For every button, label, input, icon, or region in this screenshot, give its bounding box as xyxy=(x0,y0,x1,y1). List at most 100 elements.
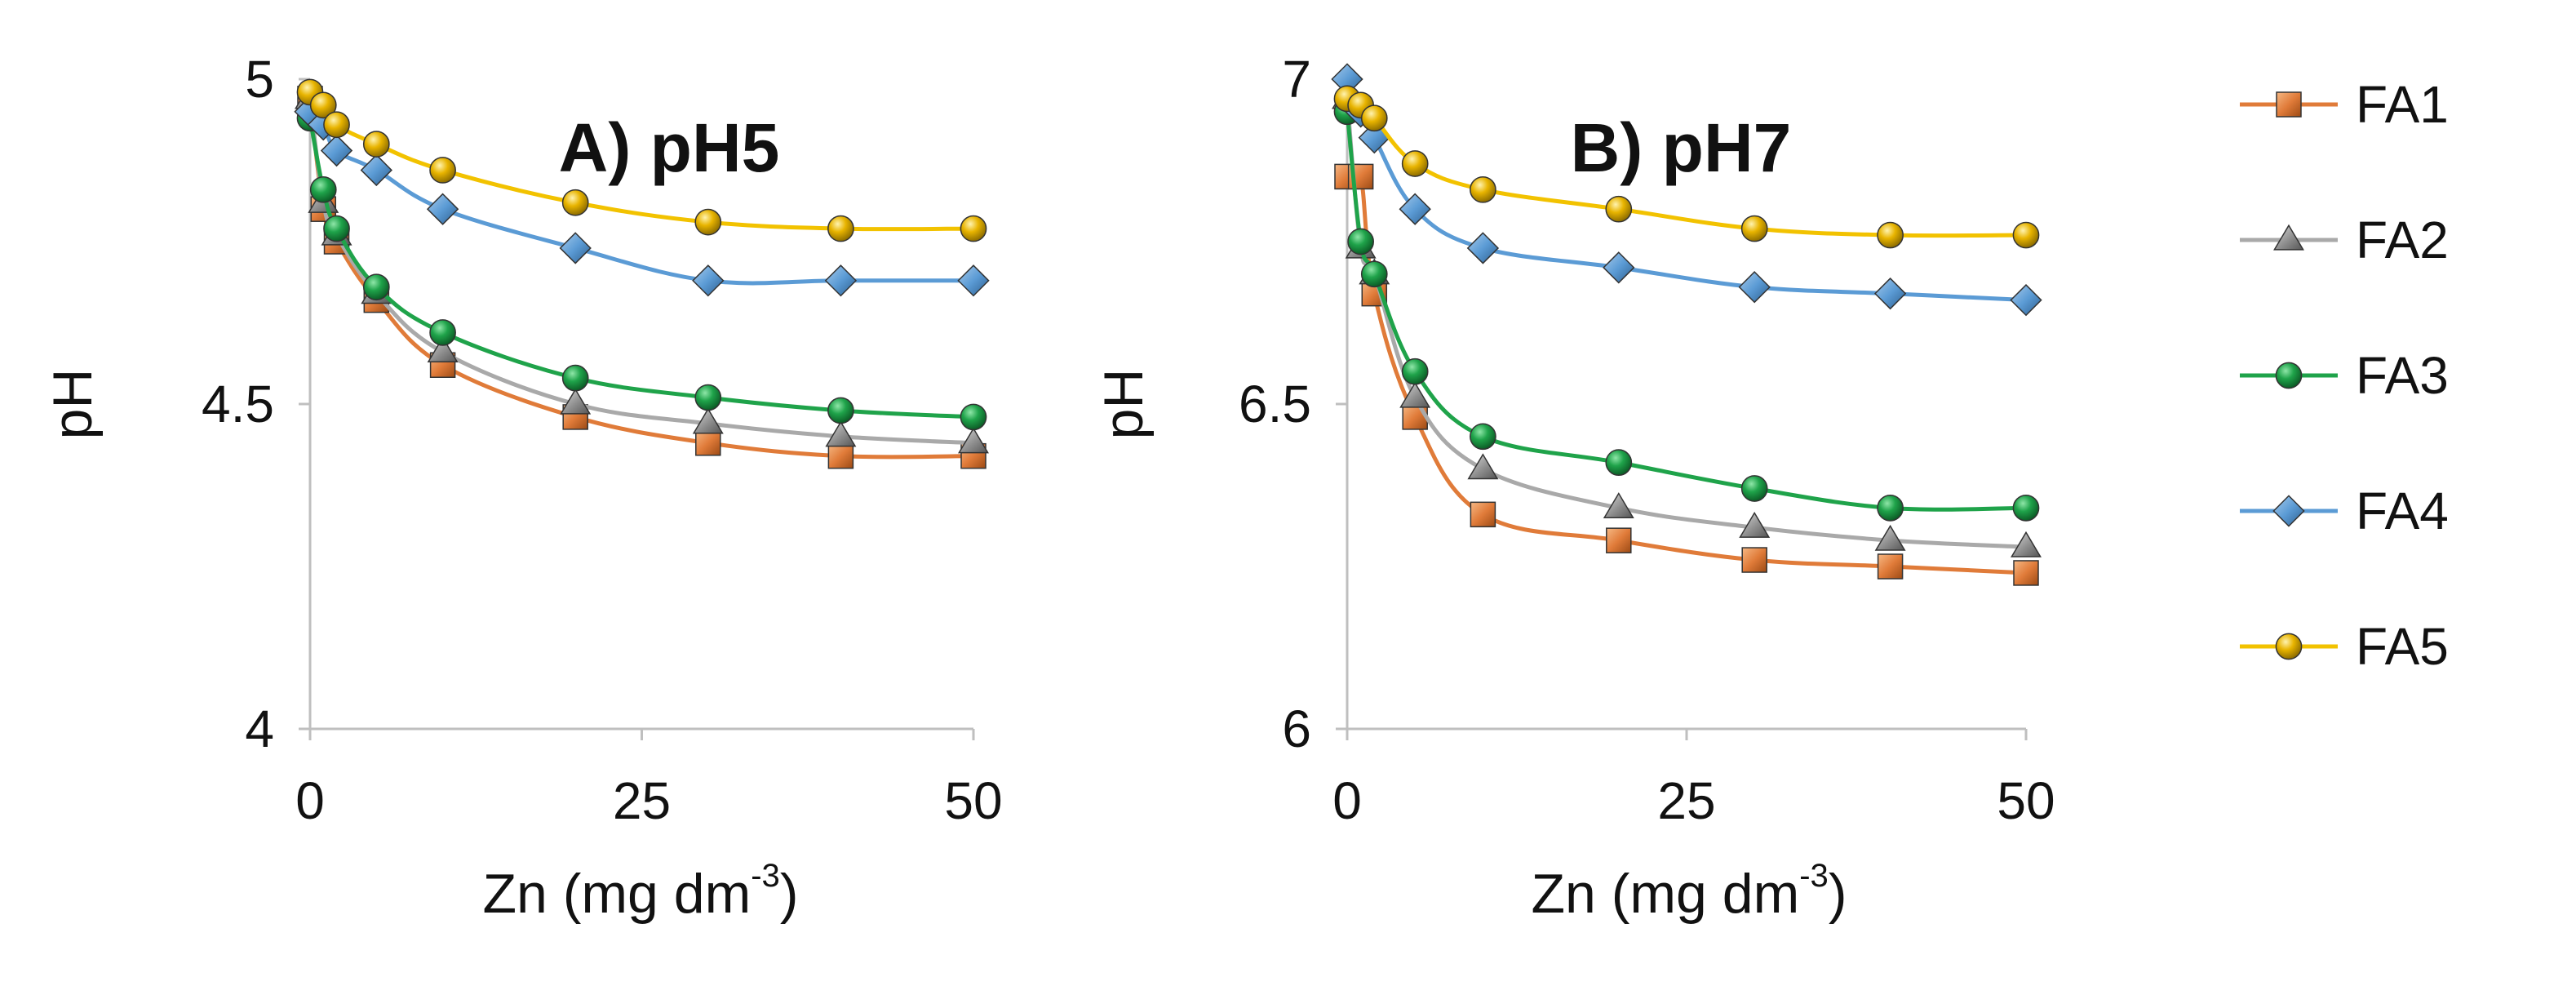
series-fa3 xyxy=(1333,98,2040,522)
x-axis-label: Zn (mg dm-3) xyxy=(483,858,799,925)
data-point xyxy=(1740,475,1768,502)
x-tick-label: 25 xyxy=(1657,771,1715,830)
legend-item-fa1: FA1 xyxy=(2240,75,2449,134)
y-tick-label: 4.5 xyxy=(202,375,274,433)
data-point xyxy=(1605,195,1633,223)
data-point xyxy=(695,430,721,456)
data-point xyxy=(957,264,990,297)
series-line xyxy=(308,118,974,420)
data-point xyxy=(694,208,722,236)
legend-marker xyxy=(2275,633,2303,660)
data-point xyxy=(561,189,589,216)
data-point xyxy=(1606,527,1632,553)
data-point xyxy=(1874,524,1906,551)
data-point xyxy=(426,193,459,225)
chart-panel-a: A) pH5 44.550 25 50 pH Zn (mg dm-3) xyxy=(42,50,1003,925)
data-point xyxy=(1740,215,1768,242)
y-axis-label: pH xyxy=(1093,369,1155,440)
y-axis-label: pH xyxy=(42,369,104,440)
chart-panel-b: B) pH7 6 6.5 7 0 25 50 pH Zn (mg dm-3) xyxy=(1093,50,2055,925)
data-point xyxy=(309,175,337,203)
data-point xyxy=(1347,228,1374,255)
legend-item-fa5: FA5 xyxy=(2240,617,2449,676)
data-point xyxy=(1603,251,1635,284)
data-point xyxy=(362,273,390,301)
data-point xyxy=(1470,175,1496,203)
data-point xyxy=(1399,381,1431,408)
data-point xyxy=(2013,560,2039,586)
x-axis-label-superscript: -3 xyxy=(1799,858,1829,894)
legend-marker xyxy=(2276,91,2302,118)
data-point xyxy=(1360,104,1388,132)
y-tick-label: 5 xyxy=(245,50,274,109)
legend: FA1 FA2 FA3 FA4 FA5 xyxy=(2240,75,2449,676)
data-point xyxy=(1738,271,1771,304)
data-point xyxy=(1877,221,1904,249)
data-point xyxy=(360,153,392,187)
legend-item-fa2: FA2 xyxy=(2240,211,2449,269)
data-point xyxy=(827,442,854,469)
data-point xyxy=(2012,495,2040,522)
data-point xyxy=(692,264,725,297)
data-point xyxy=(561,364,589,392)
data-point xyxy=(309,91,337,119)
data-point xyxy=(362,131,390,158)
x-axis-label: Zn (mg dm-3) xyxy=(1532,858,1847,925)
x-axis-label-text: Zn (mg dm xyxy=(483,863,752,925)
legend-marker xyxy=(2275,362,2303,389)
legend-label: FA2 xyxy=(2356,211,2449,269)
x-tick-label: 0 xyxy=(295,771,325,830)
data-point xyxy=(320,134,353,167)
panel-title: B) pH7 xyxy=(1571,109,1792,186)
y-tick-label: 6.5 xyxy=(1239,375,1311,433)
series-line xyxy=(1345,111,2027,512)
legend-marker xyxy=(2272,495,2305,527)
axes: 44.550 25 50 xyxy=(202,50,1003,830)
data-point xyxy=(1741,547,1767,573)
data-point xyxy=(825,420,857,447)
data-point xyxy=(2011,531,2042,557)
data-point xyxy=(427,336,459,362)
data-point xyxy=(2010,283,2042,317)
legend-item-fa3: FA3 xyxy=(2240,346,2449,405)
x-axis-label-close: ) xyxy=(1829,863,1847,925)
y-tick-label: 4 xyxy=(245,700,274,758)
series-line xyxy=(1345,165,2027,575)
data-point xyxy=(1401,358,1429,385)
data-point xyxy=(1603,492,1634,518)
data-point xyxy=(827,215,854,242)
legend-label: FA5 xyxy=(2356,617,2449,676)
data-point xyxy=(1470,501,1496,528)
data-point xyxy=(323,111,350,139)
y-tick-label: 7 xyxy=(1282,50,1311,109)
x-axis-label-close: ) xyxy=(780,863,799,925)
x-tick-label: 50 xyxy=(1997,771,2055,830)
data-point xyxy=(1470,423,1496,451)
series-fa5 xyxy=(1333,85,2040,249)
legend-label: FA1 xyxy=(2356,75,2449,134)
data-point xyxy=(958,427,989,454)
series-fa1 xyxy=(1334,163,2039,586)
data-point xyxy=(827,397,854,424)
data-point xyxy=(323,215,350,242)
axes: 6 6.5 7 0 25 50 xyxy=(1239,50,2055,830)
data-point xyxy=(1877,553,1904,580)
data-point xyxy=(560,388,592,415)
data-point xyxy=(694,384,722,411)
data-point xyxy=(429,319,456,346)
data-point xyxy=(960,403,987,431)
x-tick-label: 50 xyxy=(944,771,1002,830)
x-axis-label-superscript: -3 xyxy=(751,858,780,894)
series-fa4 xyxy=(1331,63,2042,317)
data-point xyxy=(1466,232,1500,264)
data-point xyxy=(1467,453,1499,480)
data-point xyxy=(559,232,592,264)
data-point xyxy=(1877,495,1904,522)
data-point xyxy=(1739,511,1771,538)
data-point xyxy=(824,264,858,297)
legend-label: FA3 xyxy=(2356,346,2449,405)
legend-marker xyxy=(2273,224,2304,251)
legend-label: FA4 xyxy=(2356,482,2449,540)
legend-item-fa4: FA4 xyxy=(2240,482,2449,540)
